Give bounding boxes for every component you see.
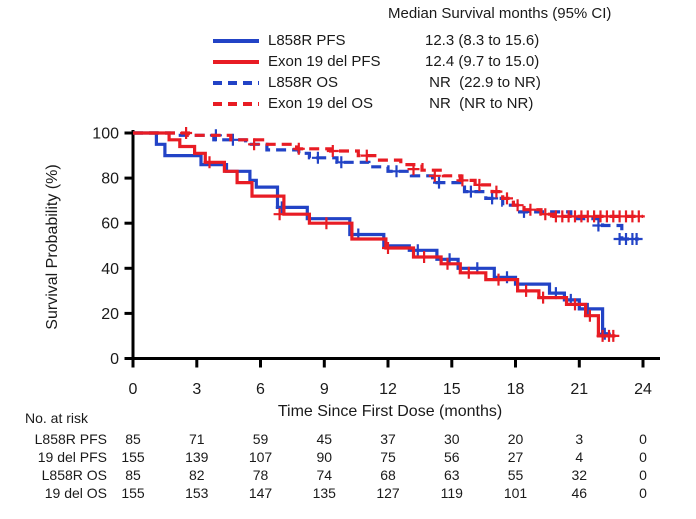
y-tick-label: 40 xyxy=(101,261,119,278)
risk-row-label: L858R OS xyxy=(41,467,107,483)
risk-cell: 0 xyxy=(639,467,647,483)
risk-cell: 135 xyxy=(312,485,336,501)
x-tick-label: 6 xyxy=(256,381,265,398)
risk-cell: 30 xyxy=(444,431,460,447)
risk-cell: 56 xyxy=(444,449,460,465)
risk-cell: 59 xyxy=(252,431,269,447)
km-curve-exon19_os xyxy=(133,131,643,218)
legend-title: Median Survival months (95% CI) xyxy=(388,5,612,22)
risk-cell: 78 xyxy=(252,467,269,483)
legend-row-exon19-os: Exon 19 del OS NR (NR to NR) xyxy=(213,93,541,114)
risk-cell: 0 xyxy=(639,485,647,501)
risk-cell: 139 xyxy=(185,449,209,465)
legend-label: Exon 19 del PFS xyxy=(268,53,381,70)
y-tick-label: 60 xyxy=(101,216,119,233)
risk-row-label: 19 del PFS xyxy=(37,449,107,465)
x-tick-label: 0 xyxy=(129,381,138,398)
x-tick-label: 18 xyxy=(507,381,525,398)
risk-table-header: No. at risk xyxy=(25,410,89,426)
legend-median-value: 12.3 (8.3 to 15.6) xyxy=(425,32,540,49)
x-tick-label: 15 xyxy=(443,381,461,398)
risk-cell: 82 xyxy=(189,467,205,483)
risk-cell: 3 xyxy=(575,431,584,447)
legend-median-value: NR (NR to NR) xyxy=(425,95,534,112)
km-curve-l858r_os xyxy=(133,131,639,241)
y-tick-label: 80 xyxy=(101,171,119,188)
legend-row-l858r-os: L858R OS NR (22.9 to NR) xyxy=(213,72,541,93)
risk-cell: 55 xyxy=(507,467,524,483)
legend-line-dashed-red-icon xyxy=(213,101,259,106)
censor-marks-l858r_pfs xyxy=(275,201,611,340)
risk-cell: 45 xyxy=(316,431,333,447)
legend-label: Exon 19 del OS xyxy=(268,95,374,112)
risk-cell: 153 xyxy=(185,485,209,501)
legend: L858R PFS 12.3 (8.3 to 15.6) Exon 19 del… xyxy=(213,30,541,114)
legend-median-value: NR (22.9 to NR) xyxy=(425,74,541,91)
risk-cell: 147 xyxy=(248,485,273,501)
risk-cell: 155 xyxy=(121,485,145,501)
x-tick-label: 3 xyxy=(192,381,201,398)
legend-label: L858R OS xyxy=(268,74,339,91)
risk-cell: 20 xyxy=(507,431,524,447)
risk-row-label: 19 del OS xyxy=(44,485,107,501)
legend-line-dashed-blue-icon xyxy=(213,80,259,85)
legend-line-solid-blue-icon xyxy=(213,38,259,43)
risk-cell: 71 xyxy=(189,431,205,447)
risk-cell: 119 xyxy=(440,485,463,501)
y-tick-label: 100 xyxy=(92,126,119,143)
legend-row-exon19-pfs: Exon 19 del PFS 12.4 (9.7 to 15.0) xyxy=(213,51,541,72)
risk-cell: 37 xyxy=(380,431,396,447)
risk-cell: 85 xyxy=(125,431,141,447)
risk-cell: 0 xyxy=(639,449,647,465)
risk-cell: 4 xyxy=(575,449,584,465)
risk-cell: 68 xyxy=(380,467,396,483)
risk-cell: 155 xyxy=(121,449,145,465)
y-tick-label: 0 xyxy=(110,351,119,368)
legend-median-value: 12.4 (9.7 to 15.0) xyxy=(425,53,540,70)
x-tick-label: 12 xyxy=(379,381,397,398)
risk-cell: 0 xyxy=(639,431,647,447)
risk-cell: 74 xyxy=(316,467,333,483)
censor-marks-exon19_os xyxy=(180,127,645,223)
risk-cell: 27 xyxy=(507,449,524,465)
risk-cell: 32 xyxy=(571,467,588,483)
risk-row-label: L858R PFS xyxy=(34,431,107,447)
risk-cell: 127 xyxy=(376,485,400,501)
legend-line-solid-red-icon xyxy=(213,59,259,64)
risk-cell: 85 xyxy=(125,467,141,483)
risk-cell: 46 xyxy=(571,485,588,501)
x-tick-label: 9 xyxy=(320,381,329,398)
risk-cell: 75 xyxy=(380,449,396,465)
censor-marks-exon19_pfs xyxy=(203,156,620,342)
x-tick-label: 24 xyxy=(634,381,652,398)
x-axis-title: Time Since First Dose (months) xyxy=(277,403,503,420)
y-tick-label: 20 xyxy=(101,306,119,323)
x-tick-label: 21 xyxy=(570,381,588,398)
legend-label: L858R PFS xyxy=(268,32,346,49)
risk-cell: 90 xyxy=(316,449,333,465)
risk-cell: 101 xyxy=(503,485,528,501)
risk-cell: 107 xyxy=(248,449,273,465)
legend-row-l858r-pfs: L858R PFS 12.3 (8.3 to 15.6) xyxy=(213,30,541,51)
risk-cell: 63 xyxy=(444,467,460,483)
